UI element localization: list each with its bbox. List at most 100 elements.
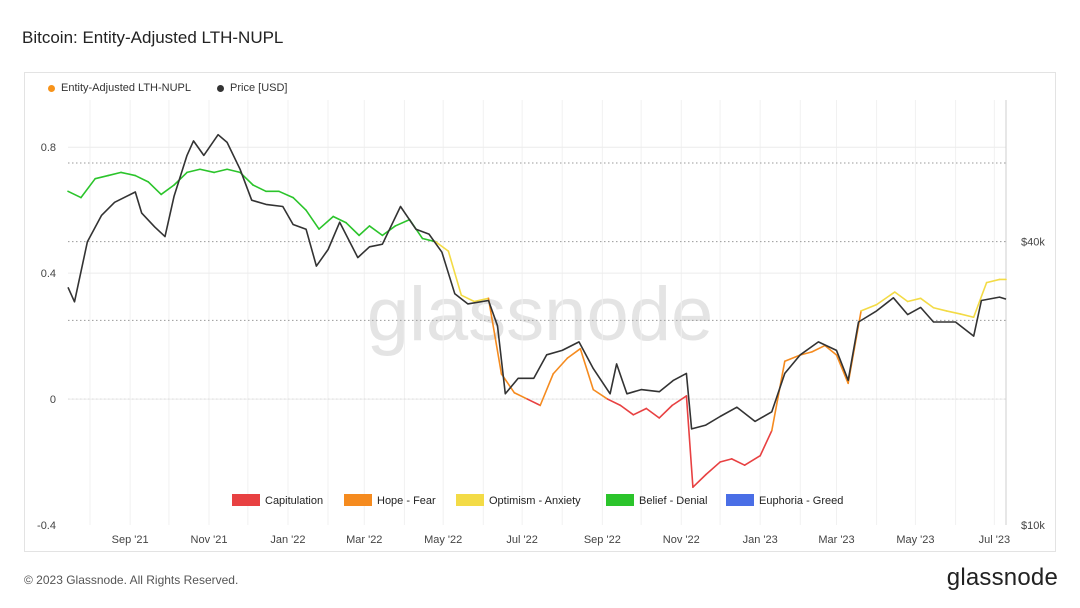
nupl-line-segment [799, 351, 813, 356]
nupl-line-segment [685, 395, 694, 489]
x-tick-label: Jul '22 [506, 534, 537, 546]
x-tick-label: May '22 [424, 534, 462, 546]
nupl-line-segment [526, 398, 542, 407]
zone-legend-label: Capitulation [265, 495, 323, 507]
nupl-line-segment [972, 281, 988, 319]
nupl-line-segment [552, 357, 569, 375]
nupl-line-segment [345, 221, 360, 237]
nupl-line-segment [487, 297, 503, 375]
nupl-line-segment [358, 225, 371, 237]
x-tick-label: May '23 [896, 534, 934, 546]
brand-logo: glassnode [946, 564, 1058, 591]
nupl-line-segment [147, 181, 162, 196]
x-tick-label: Nov '21 [191, 534, 228, 546]
nupl-line-segment [394, 218, 411, 227]
zone-legend-swatch [456, 494, 484, 506]
nupl-line-segment [566, 347, 582, 359]
chart-panel [24, 72, 1056, 552]
nupl-line-segment [811, 344, 826, 353]
watermark-text: glassnode [367, 272, 714, 357]
nupl-line-segment [906, 297, 922, 303]
nupl-line-segment [671, 395, 688, 407]
legend-dot-nupl [48, 84, 55, 92]
nupl-line-segment [199, 168, 215, 174]
nupl-line-segment [579, 347, 595, 391]
y-left-tick-label: 0 [50, 394, 56, 406]
nupl-line-segment [173, 171, 188, 186]
x-tick-label: Mar '23 [818, 534, 854, 546]
y-left-tick-label: 0.8 [41, 142, 56, 154]
nupl-line-segment [658, 404, 674, 419]
nupl-line-segment [226, 168, 241, 174]
zone-legend-label: Optimism - Anxiety [489, 495, 581, 507]
nupl-line-segment [771, 360, 786, 432]
nupl-line-segment [213, 168, 228, 174]
nupl-line-segment [959, 313, 975, 319]
nupl-line-segment [632, 407, 648, 416]
x-tick-label: Sep '21 [112, 534, 149, 546]
nupl-line-segment [160, 184, 175, 196]
nupl-line-segment [107, 171, 122, 177]
y-left-tick-label: -0.4 [37, 520, 56, 532]
x-tick-label: Nov '22 [663, 534, 700, 546]
series-legend: Entity-Adjusted LTH-NUPL Price [USD] [48, 82, 287, 94]
zone-legend-label: Euphoria - Greed [759, 495, 843, 507]
nupl-line-segment [824, 344, 838, 356]
nupl-line-segment [67, 190, 82, 199]
nupl-line-segment [252, 184, 267, 193]
nupl-line-segment [705, 461, 721, 476]
nupl-line-segment [447, 250, 463, 296]
copyright-text: © 2023 Glassnode. All Rights Reserved. [24, 573, 239, 587]
chart-lines [67, 133, 1007, 489]
nupl-line-segment [759, 429, 773, 457]
nupl-line-segment [860, 303, 878, 312]
zone-legend-swatch [726, 494, 754, 506]
nupl-line-segment [932, 306, 948, 312]
zone-legend-swatch [232, 494, 260, 506]
x-tick-label: Mar '22 [346, 534, 382, 546]
nupl-line-segment [645, 407, 661, 419]
nupl-line-segment [743, 454, 761, 466]
nupl-line-segment [368, 225, 384, 237]
nupl-line-segment [134, 174, 150, 183]
nupl-line-segment [278, 190, 294, 199]
nupl-line-segment [606, 398, 622, 407]
page-title: Bitcoin: Entity-Adjusted LTH-NUPL [22, 28, 284, 47]
nupl-line-segment [893, 291, 909, 303]
nupl-line-segment [919, 297, 935, 309]
legend-dot-price [217, 84, 225, 92]
zone-legend-swatch [606, 494, 634, 506]
y-left-tick-label: 0.4 [41, 268, 56, 280]
nupl-line-segment [592, 388, 609, 400]
nupl-line-segment [619, 404, 635, 416]
nupl-line-segment [513, 391, 529, 400]
price-line [67, 133, 1007, 430]
nupl-line-segment [120, 171, 137, 177]
x-tick-label: Jul '23 [979, 534, 1010, 546]
nupl-line-segment [730, 458, 746, 466]
nupl-line-segment [783, 354, 802, 363]
zone-legend-label: Hope - Fear [377, 495, 436, 507]
nupl-line-segment [94, 174, 109, 180]
nupl-line-segment [434, 240, 450, 252]
nupl-line-segment [719, 458, 733, 463]
nupl-line-segment [692, 473, 707, 489]
zone-legend-label: Belief - Denial [639, 495, 707, 507]
nupl-line-segment [539, 373, 554, 407]
nupl-line-segment [332, 215, 347, 224]
zone-legend: Capitulation Hope - Fear Optimism - Anxiet… [232, 494, 843, 507]
nupl-line-segment [318, 215, 335, 230]
nupl-line-segment [80, 177, 96, 199]
legend-label-nupl: Entity-Adjusted LTH-NUPL [61, 82, 192, 94]
legend-item-nupl[interactable]: Entity-Adjusted LTH-NUPL [48, 82, 191, 94]
nupl-line-segment [835, 354, 849, 385]
zone-legend-swatch [344, 494, 372, 506]
legend-label-price: Price [USD] [230, 82, 288, 94]
nupl-line-segment [945, 310, 962, 315]
y-right-tick-label: $40k [1021, 237, 1045, 249]
chart-axes: 0.8 0.4 0 -0.4 $40k $10k Sep '21 Nov '21 Jan '22… [37, 100, 1045, 546]
nupl-line-segment [473, 297, 490, 303]
nupl-line-segment [985, 278, 1001, 284]
nupl-line-segment [305, 209, 320, 230]
legend-item-price[interactable]: Price [USD] [217, 82, 287, 94]
